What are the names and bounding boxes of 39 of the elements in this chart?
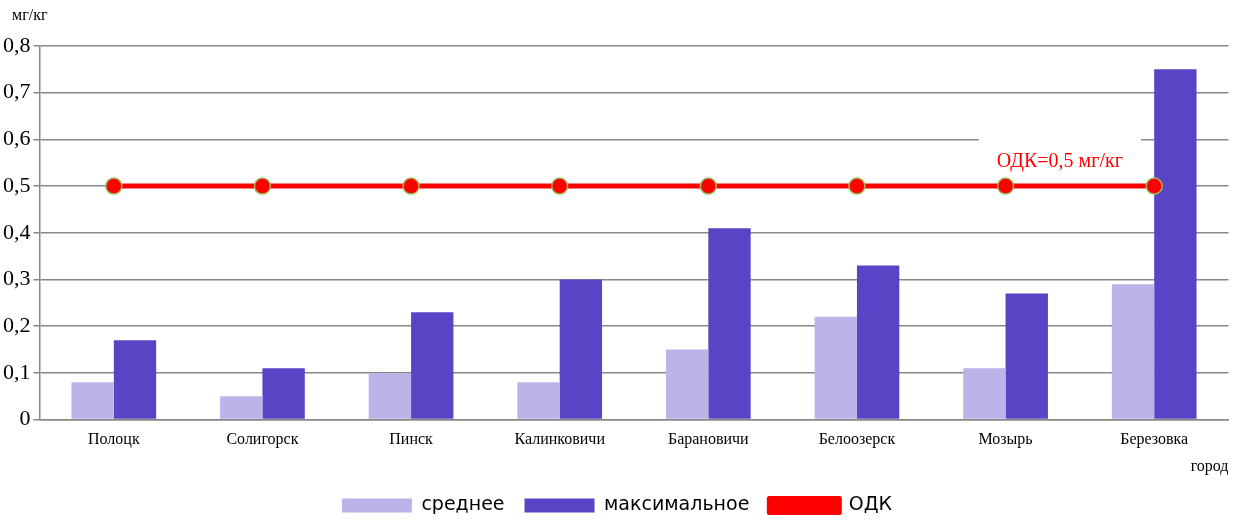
bar xyxy=(368,372,412,419)
y-tick-label: 0,3 xyxy=(3,265,31,291)
bar xyxy=(1154,69,1197,419)
bar xyxy=(814,316,857,419)
y-tick-label: 0 xyxy=(19,405,31,431)
bar xyxy=(856,265,900,419)
bar xyxy=(517,382,560,419)
bar xyxy=(1111,284,1155,419)
bar xyxy=(113,340,157,419)
x-tick-label: Березовка xyxy=(1120,430,1189,449)
legend-label: ОДК xyxy=(848,492,893,515)
y-tick-label: 0,4 xyxy=(3,218,31,244)
y-tick-label: 0,7 xyxy=(3,78,31,104)
y-tick-label: 0,2 xyxy=(3,311,31,337)
y-tick-label: 0,8 xyxy=(3,31,31,57)
bar xyxy=(262,368,305,419)
bar xyxy=(71,382,114,419)
x-tick-label: Пинск xyxy=(389,430,434,448)
y-tick-label: 0,1 xyxy=(3,358,31,384)
x-tick-label: Мозырь xyxy=(978,430,1033,449)
x-tick-label: Солигорск xyxy=(226,430,299,449)
x-axis-title: город xyxy=(1190,456,1229,475)
y-tick-label: 0,5 xyxy=(3,171,31,197)
x-tick-label: Полоцк xyxy=(87,430,140,449)
bar xyxy=(559,279,603,419)
bar xyxy=(963,368,1006,419)
legend-label: среднее xyxy=(421,492,505,515)
bar xyxy=(1005,293,1048,419)
x-tick-label: Белоозерск xyxy=(818,430,896,449)
y-tick-label: 0,6 xyxy=(3,125,31,151)
bar xyxy=(665,349,709,419)
y-axis-title: мг/кг xyxy=(12,6,48,24)
legend-label: максимальное xyxy=(604,492,750,515)
annotation: ОДК=0,5 мг/кг xyxy=(996,149,1123,173)
x-tick-label: Калинковичи xyxy=(514,430,606,448)
x-tick-label: Барановичи xyxy=(667,430,750,449)
bar xyxy=(411,312,454,419)
bar xyxy=(708,228,751,419)
bar xyxy=(220,396,263,419)
